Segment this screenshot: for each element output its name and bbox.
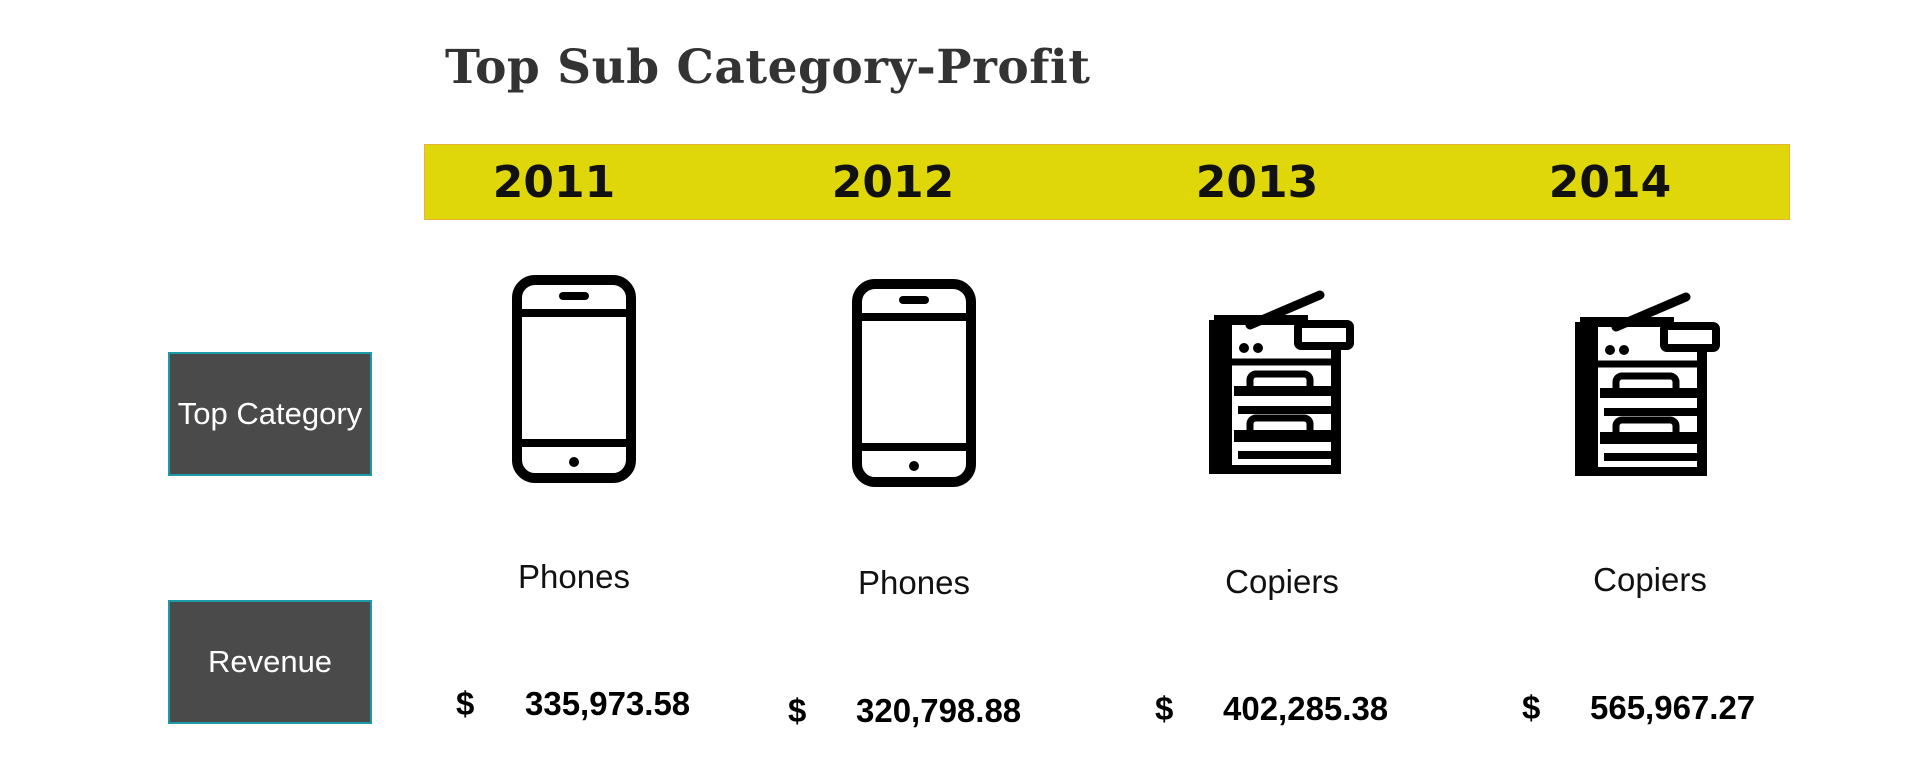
category-2012: Phones <box>858 564 970 601</box>
year-2013: 2013 <box>1195 157 1319 208</box>
category-2011: Phones <box>518 558 630 595</box>
phone-icon <box>852 279 976 487</box>
copier-icon <box>1209 290 1354 474</box>
currency-symbol: $ <box>456 685 475 722</box>
phone-icon <box>512 275 636 483</box>
top-category-label: Top Category <box>168 352 372 476</box>
year-2012: 2012 <box>831 157 955 208</box>
year-header-bar: 2011 2012 2013 2014 <box>424 144 1790 220</box>
revenue-label: Revenue <box>168 600 372 724</box>
revenue-2012: 320,798.88 <box>856 692 1022 729</box>
copier-icon <box>1575 292 1720 476</box>
revenue-2013: 402,285.38 <box>1223 690 1389 727</box>
currency-symbol: $ <box>1155 690 1174 727</box>
currency-symbol: $ <box>1522 689 1541 726</box>
year-2014: 2014 <box>1548 157 1672 208</box>
page-title: Top Sub Category-Profit <box>445 40 1091 95</box>
currency-symbol: $ <box>788 692 807 729</box>
category-2014: Copiers <box>1593 561 1707 598</box>
category-2013: Copiers <box>1225 563 1339 600</box>
revenue-2014: 565,967.27 <box>1590 689 1756 726</box>
year-2011: 2011 <box>492 157 616 208</box>
revenue-2011: 335,973.58 <box>525 685 691 722</box>
